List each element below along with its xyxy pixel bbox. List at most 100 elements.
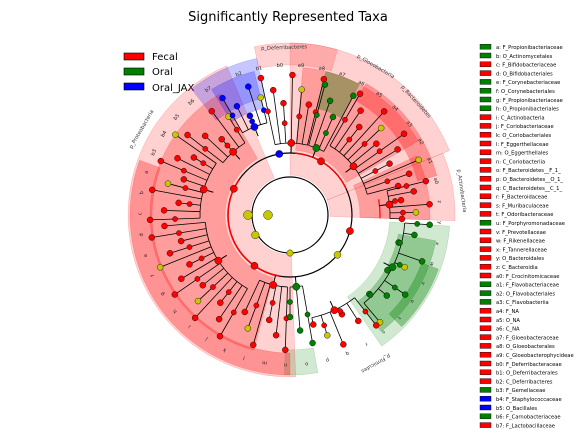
tree-node-inner: [275, 150, 284, 158]
legend-swatch-oral: [123, 67, 145, 76]
tree-node: [280, 99, 287, 107]
tree-clade-node: [287, 139, 296, 147]
key-entry: u: F_Porphyromonadaceae: [496, 221, 565, 227]
tree-node-inner: [317, 157, 325, 166]
tree-branch: [388, 190, 414, 197]
tree-node: [355, 317, 362, 325]
tree-node: [156, 264, 164, 271]
key-entry: r: F_Bacteroidaceae: [496, 195, 547, 201]
sector-phylum-fecal-left: [127, 65, 296, 378]
tree-node: [377, 124, 385, 132]
key-entry: q: C_Bacteroidetes__C_1_: [496, 186, 562, 192]
clade-sectors: [127, 42, 456, 378]
tree-node: [298, 86, 305, 93]
tree-node: [217, 299, 224, 306]
sector-phylum-fecal-right: [326, 152, 456, 222]
tree-clade-node: [385, 200, 394, 209]
key-swatch: [479, 308, 492, 314]
key-entry: t: F_Odoribacteraceae: [496, 212, 553, 218]
tree-node: [175, 199, 182, 207]
tree-node: [182, 185, 189, 191]
key-swatch: [479, 61, 492, 67]
tree-clade-node: [199, 185, 208, 194]
tree-node: [253, 302, 260, 309]
tree-node: [225, 289, 232, 295]
sector-label: b4: [160, 130, 168, 139]
tree-node: [265, 108, 271, 115]
sector-label: b5: [172, 113, 181, 122]
key-swatch: [479, 52, 492, 59]
sector-label: a5: [375, 91, 384, 100]
tree-clade-node: [330, 306, 339, 314]
tree-node: [401, 291, 409, 298]
tree-node: [372, 322, 380, 329]
tree-node: [403, 183, 410, 189]
key-entry: a7: F_Gloeobacteraceae: [496, 335, 559, 341]
tree-node: [397, 196, 405, 204]
key-swatch: [479, 360, 492, 367]
tree-node: [241, 308, 248, 316]
tree-node: [245, 83, 252, 90]
tree-node: [337, 308, 344, 314]
sector-label: v: [420, 281, 427, 286]
key-entry: b0: F_Deferribacteraceae: [496, 362, 562, 368]
tree-node: [426, 201, 433, 208]
key-swatch: [479, 299, 492, 305]
sector-label: i: [187, 323, 192, 328]
key-swatch: [479, 387, 492, 393]
tree-node-neutral: [243, 210, 253, 220]
tree-node: [380, 108, 388, 115]
key-swatch: [479, 246, 492, 252]
sector-label: a3: [405, 120, 414, 129]
key-swatch: [479, 281, 492, 287]
tree-branch: [346, 303, 359, 322]
taxa-key: a: F_Propionibacteriaceae b: O_Actinomyce…: [479, 44, 574, 429]
key-entry: a3: C_Flavobacteriia: [496, 300, 549, 306]
tree-branch: [323, 95, 354, 152]
tree-node: [321, 81, 329, 88]
tree-node: [356, 90, 364, 97]
legend: Fecal Oral Oral_JAX: [123, 52, 195, 94]
sector-label: p: [325, 356, 330, 363]
tree-node: [219, 94, 226, 102]
key-entry: m: O_Eggerthellales: [496, 151, 549, 157]
tree-node: [313, 112, 320, 118]
key-entry: s: F_Muribaculaceae: [496, 203, 549, 209]
tree-branch: [363, 302, 381, 323]
tree-node: [320, 75, 328, 83]
sector-label: t: [396, 315, 402, 321]
tree-node: [398, 215, 406, 223]
cladogram-tree: [146, 71, 433, 354]
key-entry: d: O_Bifidobacteriales: [496, 71, 553, 77]
tree-arc-fecal: [227, 178, 280, 277]
tree-arc-fecal-top: [295, 152, 347, 190]
tree-node: [412, 209, 420, 216]
tree-node: [384, 178, 391, 185]
key-entry: l: F_Eggerthellaceae: [496, 142, 549, 148]
key-entry: a2: O_Flavobacteriales: [496, 291, 555, 297]
tree-node: [323, 130, 329, 136]
sector-label: h: [172, 308, 179, 314]
key-entry: x: F_Tannerellaceae: [496, 247, 547, 253]
tree-branch: [159, 246, 212, 268]
key-entry: j: F_Coriobacteriaceae: [495, 124, 554, 130]
key-swatch: [479, 149, 492, 156]
key-swatch: [479, 193, 492, 200]
tree-node: [392, 284, 398, 291]
tree-node: [149, 186, 156, 194]
sector-phylum-fecal-top: [289, 42, 450, 201]
key-entry: a6: C_NA: [496, 327, 520, 333]
tree-node: [194, 276, 201, 282]
sector-label: f: [150, 273, 156, 277]
sector-label: o: [305, 360, 309, 366]
tree-node: [383, 292, 391, 299]
tree-node: [397, 240, 403, 246]
tree-node: [176, 230, 182, 236]
tree-node: [305, 101, 313, 108]
key-entry: a8: O_Gloeobacterales: [496, 344, 555, 350]
tree-branch: [389, 203, 430, 208]
tree-node: [376, 148, 383, 154]
tree-branch: [177, 157, 210, 175]
tree-node: [246, 112, 254, 119]
key-swatch: [479, 404, 492, 411]
